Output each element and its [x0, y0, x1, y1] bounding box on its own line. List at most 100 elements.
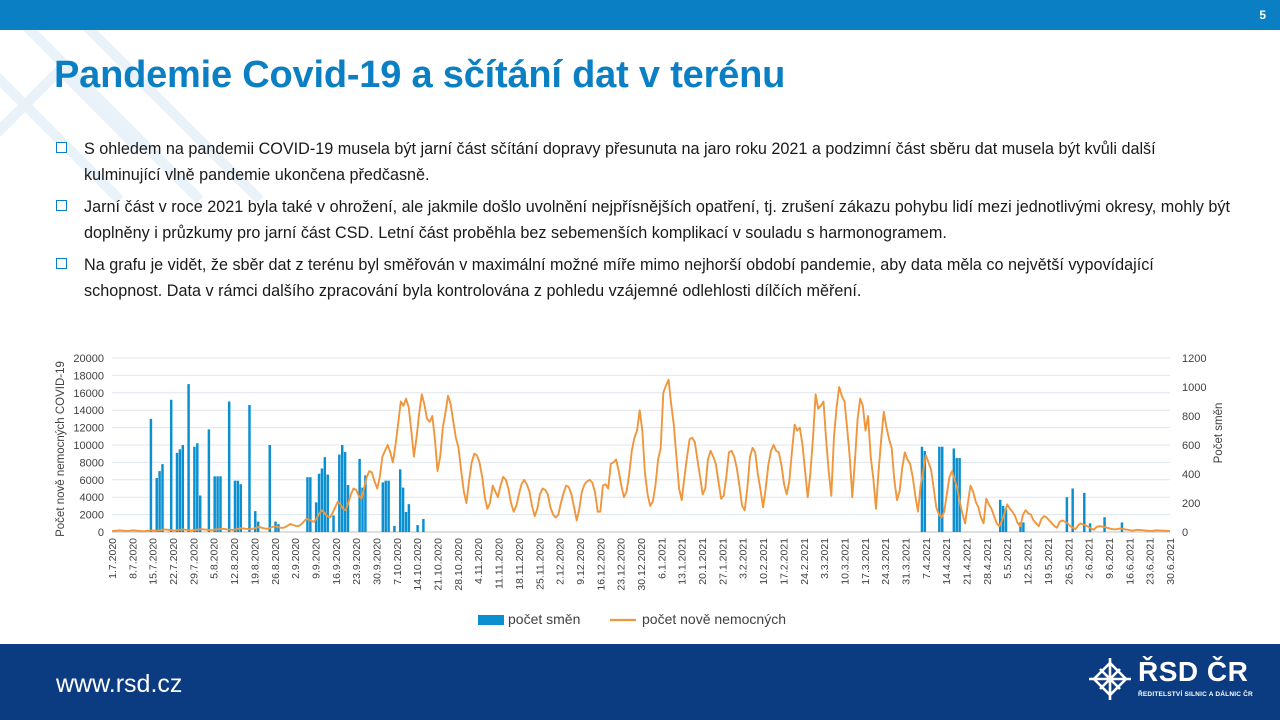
bar	[178, 449, 182, 532]
x-tick-label: 24.3.2021	[880, 538, 892, 585]
legend-label: počet směn	[508, 611, 580, 627]
right-tick-label: 200	[1182, 498, 1200, 510]
left-axis-title: Počet nově nemocných COVID-19	[55, 361, 67, 537]
bar	[236, 480, 240, 532]
x-tick-label: 30.9.2020	[372, 538, 384, 585]
right-axis-title: Počet směn	[1213, 403, 1225, 464]
x-tick-label: 5.8.2020	[209, 538, 221, 579]
left-tick-label: 20000	[73, 353, 104, 365]
checkbox-bullet-icon	[56, 142, 67, 153]
bar	[268, 445, 271, 532]
bullet-text: Jarní část v roce 2021 byla také v ohrož…	[84, 198, 1230, 242]
x-tick-label: 21.4.2021	[962, 538, 974, 585]
bar	[923, 451, 927, 532]
x-tick-label: 7.10.2020	[392, 538, 404, 585]
bar	[416, 525, 419, 532]
bar	[169, 399, 173, 532]
bar	[233, 480, 237, 532]
x-tick-label: 12.8.2020	[229, 538, 241, 585]
bar	[404, 511, 408, 532]
chart-bars	[149, 384, 1124, 532]
left-tick-label: 16000	[73, 388, 104, 400]
x-tick-label: 22.7.2020	[168, 538, 180, 585]
x-tick-label: 28.10.2020	[453, 538, 465, 591]
bar	[343, 451, 347, 532]
slide-title: Pandemie Covid-19 a sčítání dat v terénu	[54, 54, 786, 96]
legend-swatch-bar	[478, 615, 504, 625]
bar	[340, 445, 344, 532]
x-tick-label: 9.6.2021	[1104, 538, 1116, 579]
bar	[181, 445, 185, 532]
x-tick-label: 16.12.2020	[595, 538, 607, 591]
right-tick-label: 800	[1182, 411, 1200, 423]
bar	[323, 457, 327, 532]
x-tick-label: 31.3.2021	[901, 538, 913, 585]
footer-url-link[interactable]: www.rsd.cz	[56, 670, 183, 698]
left-tick-label: 10000	[73, 440, 104, 452]
bar	[306, 477, 309, 532]
checkbox-bullet-icon	[56, 200, 67, 211]
x-tick-label: 6.1.2021	[656, 538, 668, 579]
left-tick-label: 6000	[80, 475, 104, 487]
bar	[407, 504, 411, 532]
x-tick-label: 11.11.2020	[494, 538, 506, 589]
x-tick-label: 20.1.2021	[697, 538, 709, 585]
footer-bar	[0, 644, 1280, 720]
left-tick-label: 0	[98, 527, 104, 539]
x-tick-label: 18.11.2020	[514, 538, 526, 590]
bar	[161, 464, 164, 532]
bullet-item: Jarní část v roce 2021 byla také v ohrož…	[54, 194, 1234, 246]
right-tick-label: 1200	[1182, 353, 1206, 365]
bar	[254, 511, 257, 532]
bar	[401, 487, 405, 532]
bar	[955, 458, 958, 532]
bullet-text: Na grafu je vidět, že sběr dat z terénu …	[84, 256, 1154, 300]
x-tick-label: 9.9.2020	[310, 538, 322, 579]
chart-legend: počet směn počet nově nemocných	[478, 611, 786, 627]
bar	[364, 475, 367, 532]
top-bar	[0, 0, 1280, 30]
x-tick-label: 24.2.2021	[799, 538, 811, 585]
right-tick-label: 400	[1182, 469, 1200, 481]
bar	[346, 485, 350, 532]
bullet-list: S ohledem na pandemii COVID-19 musela bý…	[54, 136, 1234, 310]
bar	[381, 482, 385, 532]
left-tick-label: 8000	[80, 457, 104, 469]
bar	[248, 404, 251, 532]
x-tick-label: 30.6.2021	[1165, 538, 1177, 585]
bar	[938, 446, 941, 532]
bar	[920, 446, 924, 532]
x-tick-label: 16.6.2021	[1124, 538, 1136, 585]
x-tick-label: 19.8.2020	[249, 538, 261, 585]
x-tick-label: 27.1.2021	[717, 538, 729, 585]
x-tick-label: 10.2.2021	[758, 538, 770, 585]
bar	[155, 478, 158, 532]
x-tick-label: 3.3.2021	[819, 538, 831, 579]
bar	[149, 418, 153, 532]
bullet-item: Na grafu je vidět, že sběr dat z terénu …	[54, 252, 1234, 304]
x-tick-label: 5.5.2021	[1002, 538, 1014, 579]
x-tick-label: 30.12.2020	[636, 538, 648, 591]
x-tick-label: 17.3.2021	[860, 538, 872, 585]
bar	[332, 515, 335, 532]
bar	[1065, 497, 1069, 532]
bar	[198, 495, 202, 532]
bar	[941, 446, 944, 532]
bar	[384, 480, 387, 532]
x-tick-label: 9.12.2020	[575, 538, 587, 585]
x-tick-label: 14.4.2021	[941, 538, 953, 585]
bar	[1103, 517, 1106, 532]
logo-text: ŘSD ČR	[1138, 656, 1249, 687]
x-tick-label: 15.7.2020	[148, 538, 160, 585]
x-tick-label: 13.1.2021	[677, 538, 689, 585]
bar	[213, 476, 216, 532]
bar	[158, 471, 161, 532]
x-tick-label: 21.10.2020	[433, 538, 445, 591]
x-tick-label: 10.3.2021	[839, 538, 851, 585]
x-tick-label: 29.7.2020	[188, 538, 200, 585]
x-tick-label: 28.4.2021	[982, 538, 994, 585]
right-tick-label: 600	[1182, 440, 1200, 452]
left-tick-label: 14000	[73, 405, 104, 417]
bar	[338, 454, 341, 532]
series-line	[111, 378, 1171, 533]
